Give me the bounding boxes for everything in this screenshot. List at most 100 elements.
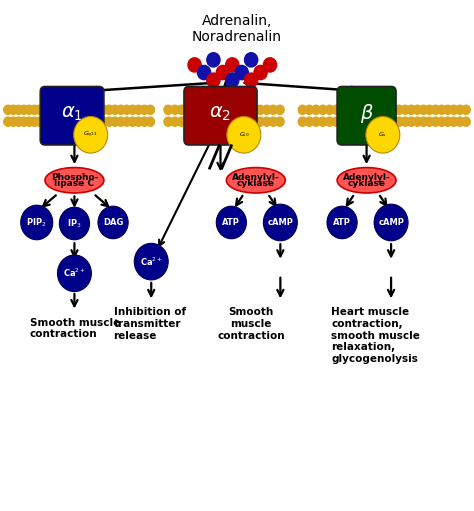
Circle shape xyxy=(9,117,18,126)
Circle shape xyxy=(70,105,78,114)
Circle shape xyxy=(146,105,155,114)
Circle shape xyxy=(4,117,12,126)
Circle shape xyxy=(431,117,440,126)
Circle shape xyxy=(14,105,23,114)
Circle shape xyxy=(444,117,452,126)
Circle shape xyxy=(203,105,212,114)
Circle shape xyxy=(366,117,400,153)
Circle shape xyxy=(210,117,219,126)
Text: Ca$^{2+}$: Ca$^{2+}$ xyxy=(140,256,163,268)
Circle shape xyxy=(19,117,28,126)
Circle shape xyxy=(353,105,361,114)
Circle shape xyxy=(4,105,12,114)
Circle shape xyxy=(14,117,23,126)
Circle shape xyxy=(256,105,264,114)
Circle shape xyxy=(36,105,44,114)
Circle shape xyxy=(401,117,410,126)
Circle shape xyxy=(359,105,368,114)
Circle shape xyxy=(74,117,108,153)
Circle shape xyxy=(230,105,238,114)
Circle shape xyxy=(386,105,395,114)
Circle shape xyxy=(407,105,416,114)
Circle shape xyxy=(332,105,341,114)
Circle shape xyxy=(171,117,179,126)
Circle shape xyxy=(325,117,334,126)
Circle shape xyxy=(386,117,395,126)
Circle shape xyxy=(230,117,238,126)
Circle shape xyxy=(98,206,128,239)
Circle shape xyxy=(128,105,137,114)
Circle shape xyxy=(353,117,361,126)
Circle shape xyxy=(46,105,55,114)
Circle shape xyxy=(243,117,251,126)
Circle shape xyxy=(269,117,278,126)
Circle shape xyxy=(264,58,277,72)
Text: Smooth
muscle
contraction: Smooth muscle contraction xyxy=(217,307,285,340)
Circle shape xyxy=(87,117,96,126)
Circle shape xyxy=(263,117,271,126)
Text: Adenylyl-: Adenylyl- xyxy=(343,173,391,182)
Circle shape xyxy=(164,105,173,114)
Circle shape xyxy=(30,105,38,114)
Text: ATP: ATP xyxy=(333,218,351,227)
Text: $G_s$: $G_s$ xyxy=(378,130,387,139)
Circle shape xyxy=(325,105,334,114)
Circle shape xyxy=(438,117,446,126)
Circle shape xyxy=(210,105,219,114)
Circle shape xyxy=(111,105,119,114)
Circle shape xyxy=(419,105,428,114)
FancyBboxPatch shape xyxy=(337,86,396,145)
Circle shape xyxy=(207,53,220,67)
Circle shape xyxy=(339,117,347,126)
Circle shape xyxy=(223,105,232,114)
Circle shape xyxy=(374,204,408,241)
Circle shape xyxy=(346,105,354,114)
Circle shape xyxy=(64,105,72,114)
Circle shape xyxy=(75,105,84,114)
Circle shape xyxy=(134,117,143,126)
Circle shape xyxy=(249,117,258,126)
Circle shape xyxy=(164,117,173,126)
Circle shape xyxy=(312,105,320,114)
Circle shape xyxy=(19,105,28,114)
Circle shape xyxy=(450,117,458,126)
Circle shape xyxy=(190,117,199,126)
Text: IP$_3$: IP$_3$ xyxy=(67,217,82,230)
Circle shape xyxy=(450,105,458,114)
Circle shape xyxy=(269,105,278,114)
Circle shape xyxy=(177,117,186,126)
Circle shape xyxy=(419,117,428,126)
Circle shape xyxy=(134,105,143,114)
Circle shape xyxy=(82,117,90,126)
Text: $\alpha_1$: $\alpha_1$ xyxy=(61,104,83,123)
Circle shape xyxy=(226,58,239,72)
Circle shape xyxy=(183,117,192,126)
Circle shape xyxy=(462,117,470,126)
Circle shape xyxy=(366,117,374,126)
Circle shape xyxy=(359,117,368,126)
Circle shape xyxy=(207,73,220,87)
Circle shape xyxy=(183,105,192,114)
Text: PIP$_2$: PIP$_2$ xyxy=(27,216,47,229)
Circle shape xyxy=(57,255,91,292)
Text: DAG: DAG xyxy=(103,218,123,227)
Circle shape xyxy=(373,117,381,126)
Circle shape xyxy=(217,105,225,114)
Circle shape xyxy=(462,105,470,114)
Ellipse shape xyxy=(227,168,285,193)
Circle shape xyxy=(264,204,297,241)
Text: lipase C: lipase C xyxy=(55,178,94,188)
Circle shape xyxy=(438,105,446,114)
Text: $G_{q11}$: $G_{q11}$ xyxy=(83,130,98,140)
Circle shape xyxy=(197,65,210,80)
Text: Heart muscle
contraction,
smooth muscle
relaxation,
glycogenolysis: Heart muscle contraction, smooth muscle … xyxy=(331,307,420,364)
Circle shape xyxy=(87,105,96,114)
Circle shape xyxy=(128,117,137,126)
Circle shape xyxy=(123,117,131,126)
Circle shape xyxy=(21,205,53,240)
Circle shape xyxy=(425,117,434,126)
Circle shape xyxy=(105,105,113,114)
Circle shape xyxy=(58,117,66,126)
Circle shape xyxy=(197,117,205,126)
Circle shape xyxy=(52,117,61,126)
